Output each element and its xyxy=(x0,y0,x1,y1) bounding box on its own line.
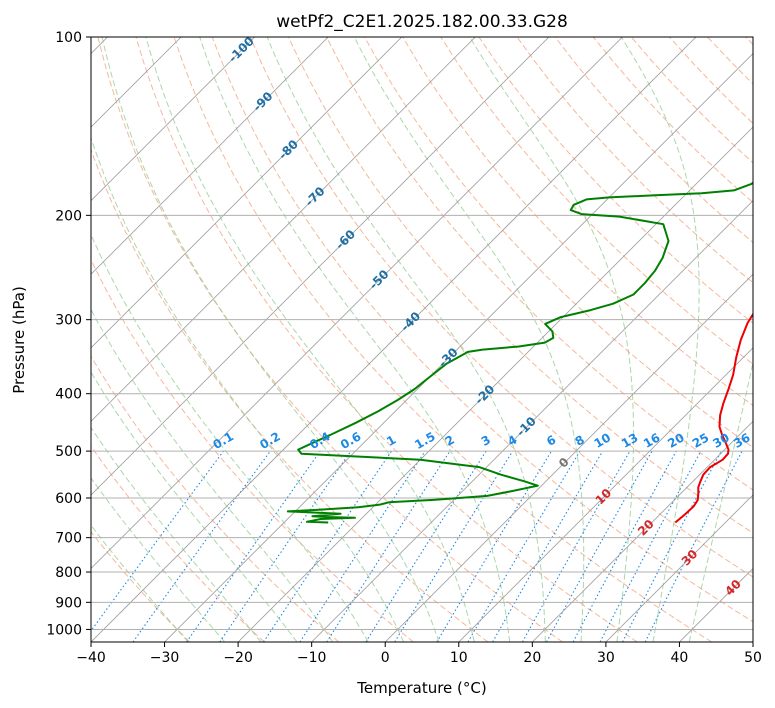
isotherm-line xyxy=(311,200,753,642)
moist-adiabat-line xyxy=(101,37,440,642)
isotherm-line xyxy=(164,52,753,642)
moist-adiabat-line xyxy=(199,37,511,642)
y-tick-label: 1000 xyxy=(46,622,82,638)
mixing-ratio-line xyxy=(546,450,653,642)
plot-background xyxy=(91,37,753,642)
mixing-ratio-line xyxy=(572,450,677,642)
mixing-ratio-line xyxy=(132,450,271,642)
isotherm-line xyxy=(384,273,753,642)
pressure-gridlines xyxy=(91,37,753,630)
y-tick-label: 100 xyxy=(55,30,82,46)
moist-adiabat-line xyxy=(688,360,753,642)
isotherms xyxy=(91,37,753,642)
isotherm-line xyxy=(91,37,255,202)
dry-adiabat-line xyxy=(211,37,753,623)
dry-adiabat-line xyxy=(91,445,265,642)
dry-adiabat-line xyxy=(402,37,753,407)
moist-adiabat-line xyxy=(620,37,700,642)
plot-area: -100-90-80-70-60-50-40-30-20-10010203040… xyxy=(91,37,753,642)
x-axis-label: Temperature (°C) xyxy=(356,679,486,697)
y-axis-label: Pressure (hPa) xyxy=(10,286,28,394)
y-tick-label: 400 xyxy=(55,387,82,403)
x-tick-label: −30 xyxy=(150,650,180,666)
moist-adiabat-line xyxy=(91,477,226,642)
dry-adiabat-line xyxy=(135,37,638,642)
isotherm-line xyxy=(532,420,753,642)
x-tick-label: 30 xyxy=(597,650,615,666)
isotherm-line xyxy=(605,494,753,642)
x-tick-label: 40 xyxy=(671,650,689,666)
mixing-ratio-lines xyxy=(91,450,743,642)
mixing-ratio-line xyxy=(644,450,743,642)
chart-title: wetPf2_C2E1.2025.182.00.33.G28 xyxy=(276,12,568,32)
isotherm-line xyxy=(91,37,476,422)
temperature-profile-line xyxy=(674,312,753,524)
isotherm-line xyxy=(91,37,623,570)
dewpoint-profile-line xyxy=(286,181,753,524)
y-tick-label: 300 xyxy=(55,313,82,329)
y-tick-label: 700 xyxy=(55,531,82,547)
mixing-ratio-line xyxy=(219,450,352,642)
mixing-ratio-line xyxy=(394,450,514,642)
moist-adiabat-line xyxy=(91,524,189,642)
isotherm-line xyxy=(91,37,550,496)
dry-adiabat-line xyxy=(326,37,753,491)
mixing-ratio-line xyxy=(326,450,451,642)
y-tick-label: 200 xyxy=(55,208,82,224)
x-axis: −40 −30 −20 −10 0 10 20 30 40 50 xyxy=(76,642,762,666)
dry-adiabat-line xyxy=(173,37,713,642)
x-tick-label: −40 xyxy=(76,650,106,666)
dry-adiabat-line xyxy=(91,531,191,642)
moist-adiabat-line xyxy=(91,371,298,642)
dry-adiabat-line xyxy=(97,37,563,642)
mixing-ratio-line xyxy=(186,450,321,642)
dry-adiabat-line xyxy=(440,37,753,365)
dry-adiabat-line xyxy=(516,37,753,284)
y-tick-label: 900 xyxy=(55,595,82,611)
isotherm-line xyxy=(91,37,329,275)
dry-adiabat-line xyxy=(249,37,753,578)
sounding-series xyxy=(286,181,753,524)
dry-adiabat-line xyxy=(91,355,340,642)
isotherm-line xyxy=(237,126,753,642)
x-tick-label: 20 xyxy=(523,650,541,666)
mixing-ratio-line xyxy=(522,450,631,642)
y-axis: 100 200 300 400 500 600 700 800 900 1000 xyxy=(46,30,91,638)
mixing-ratio-line xyxy=(91,450,224,632)
y-tick-label: 600 xyxy=(55,491,82,507)
plot-frame xyxy=(90,36,754,643)
isotherm-line xyxy=(458,347,753,642)
mixing-ratio-line xyxy=(263,450,392,642)
moist-adiabat-line xyxy=(91,136,405,642)
x-tick-label: 10 xyxy=(450,650,468,666)
moist-adiabat-line xyxy=(91,426,262,642)
isotherm-line xyxy=(91,37,403,349)
isotherm-line xyxy=(91,37,697,642)
dry-adiabat-line xyxy=(91,148,489,642)
x-tick-label: 50 xyxy=(744,650,762,666)
x-tick-label: −20 xyxy=(223,650,253,666)
y-tick-label: 500 xyxy=(55,444,82,460)
moist-adiabat-line xyxy=(353,37,585,642)
moist-adiabat-line xyxy=(91,233,369,642)
moist-adiabat-line xyxy=(145,37,475,642)
y-tick-label: 800 xyxy=(55,565,82,581)
x-tick-label: 0 xyxy=(381,650,390,666)
x-tick-label: −10 xyxy=(297,650,327,666)
mixing-ratio-line xyxy=(299,450,426,642)
